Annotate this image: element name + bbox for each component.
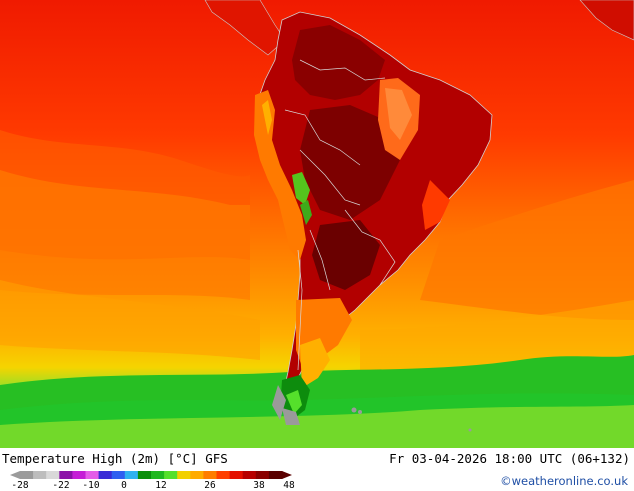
legend-swatch	[216, 471, 231, 479]
legend-swatch	[124, 471, 139, 479]
legend-swatch	[242, 471, 257, 479]
legend-arrow-left	[10, 471, 20, 479]
legend-swatch	[59, 471, 73, 479]
map-title: Temperature High (2m) [°C] GFS	[2, 451, 228, 466]
south-america-land	[254, 11, 493, 425]
legend-swatch	[229, 471, 244, 479]
legend-swatch	[85, 471, 100, 479]
legend-swatch	[151, 471, 165, 479]
legend-swatch	[268, 471, 283, 479]
legend-tick-label: -10	[82, 480, 100, 491]
credit-link[interactable]: ©weatheronline.co.uk	[500, 474, 628, 488]
legend-swatch	[164, 471, 178, 479]
legend-swatch	[72, 471, 86, 479]
legend-swatch	[190, 471, 204, 479]
legend-swatch	[137, 471, 152, 479]
legend-swatch	[255, 471, 270, 479]
legend-swatch	[20, 471, 34, 479]
legend-arrow-right	[282, 471, 292, 479]
legend-tick-label: 48	[283, 480, 295, 491]
legend-tick-label: 38	[253, 480, 265, 491]
forecast-datetime: Fr 03-04-2026 18:00 UTC (06+132)	[389, 451, 630, 466]
country-borders	[284, 59, 396, 371]
legend-swatch	[98, 471, 113, 479]
legend-tick-label: -22	[52, 480, 70, 491]
central-america-land	[204, 0, 634, 56]
color-legend: -28 -22 -10 0 12 26 38 48	[0, 471, 400, 491]
legend-swatch	[177, 471, 191, 479]
legend-swatch	[203, 471, 217, 479]
legend-tick-label: 26	[204, 480, 216, 491]
south-atlantic-islands	[351, 407, 472, 432]
legend-swatch	[33, 471, 47, 479]
legend-tick-label: 0	[121, 480, 127, 491]
legend-tick-label: 12	[155, 480, 167, 491]
legend-colorbar	[10, 471, 292, 479]
legend-tick-label: -28	[11, 480, 29, 491]
footer: Temperature High (2m) [°C] GFS Fr 03-04-…	[0, 451, 634, 471]
legend-swatch	[111, 471, 126, 479]
legend-swatch	[46, 471, 60, 479]
temperature-map[interactable]	[0, 0, 634, 448]
